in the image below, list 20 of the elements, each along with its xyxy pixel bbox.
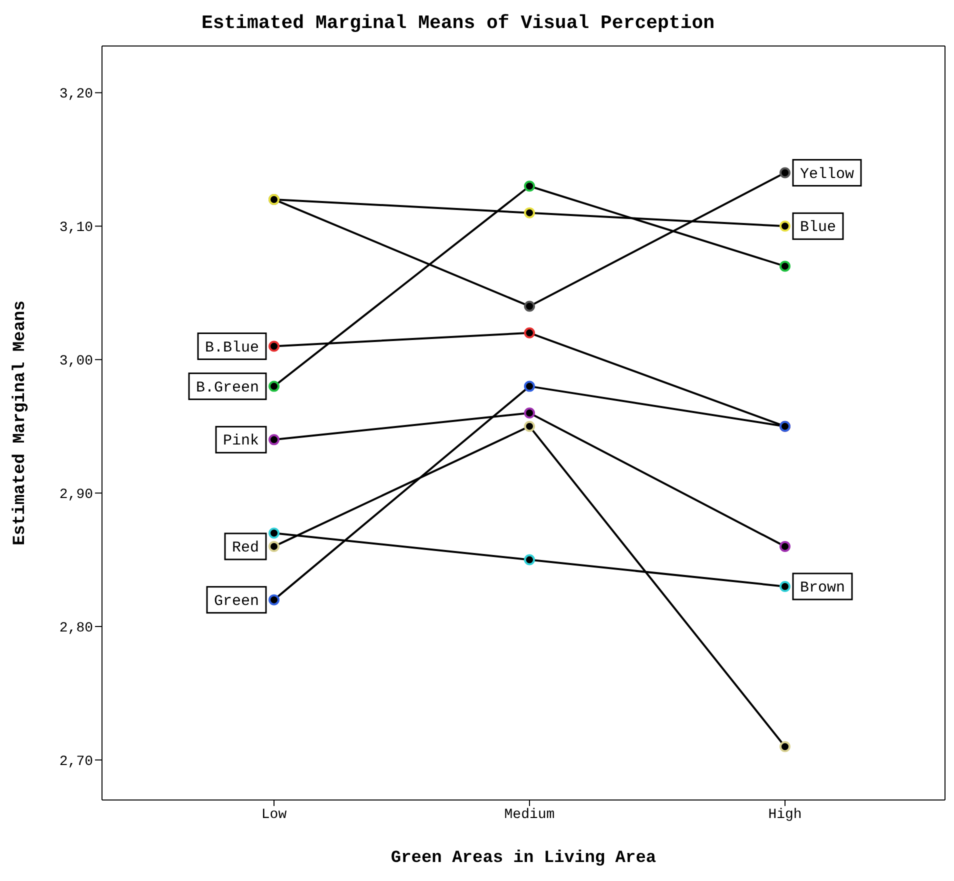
annotation: B.Green xyxy=(196,379,260,396)
y-tick-label: 2,80 xyxy=(59,620,93,636)
y-axis-title: Estimated Marginal Means xyxy=(11,300,30,546)
annotation: Green xyxy=(214,592,260,610)
chart-title: Estimated Marginal Means of Visual Perception xyxy=(200,12,716,34)
y-tick-label: 2,70 xyxy=(59,754,93,770)
annotation: Blue xyxy=(800,219,836,236)
y-tick-label: 2,90 xyxy=(59,487,93,504)
annotation: B.Blue xyxy=(204,339,260,356)
x-axis-title: Green Areas in Living Area xyxy=(390,849,656,868)
x-tick-label: Low xyxy=(261,806,288,823)
x-tick-label: High xyxy=(768,806,802,823)
y-tick-label: 3,10 xyxy=(59,220,93,236)
annotation: Brown xyxy=(800,579,846,596)
annotation: Red xyxy=(232,539,260,556)
annotation: Yellow xyxy=(800,166,854,183)
y-tick-label: 3,00 xyxy=(59,354,93,370)
y-tick-label: 3,20 xyxy=(59,86,93,103)
annotation: Pink xyxy=(222,432,260,450)
x-tick-label: Medium xyxy=(504,806,555,823)
